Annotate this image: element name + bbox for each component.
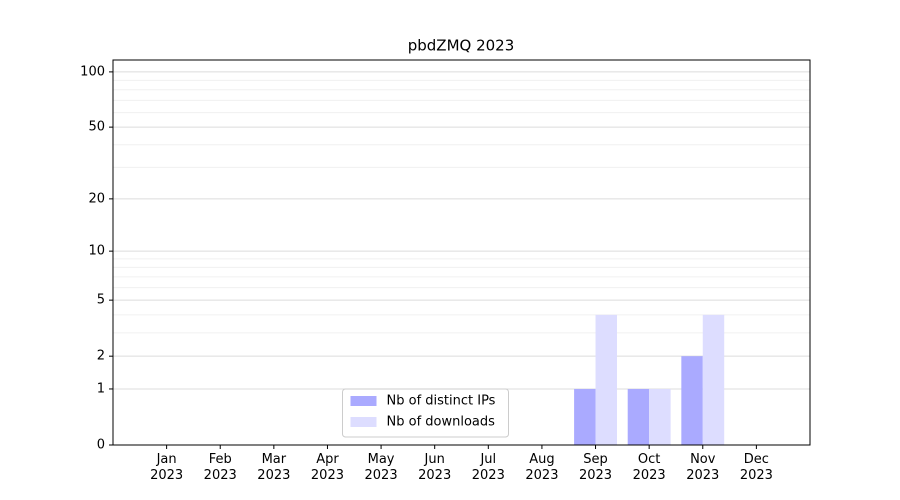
x-tick-label: Jul 2023 — [471, 452, 505, 483]
y-tick-label: 100 — [80, 64, 105, 79]
legend: Nb of distinct IPs Nb of downloads — [342, 388, 509, 438]
y-tick-label: 20 — [88, 191, 105, 206]
bar — [595, 314, 617, 445]
bar — [702, 314, 725, 445]
plot-frame — [112, 59, 811, 446]
x-tick-label: Feb 2023 — [203, 452, 237, 483]
x-tick-label: Jun 2023 — [418, 452, 452, 483]
bar — [649, 388, 671, 445]
legend-box — [342, 388, 509, 438]
x-tick-label: May 2023 — [364, 452, 398, 483]
legend-swatch — [350, 396, 377, 406]
x-tick-label: Nov 2023 — [686, 452, 720, 483]
x-tick-label: Mar 2023 — [257, 452, 291, 483]
x-tick-label: Sep 2023 — [578, 452, 613, 483]
y-tick-label: 50 — [88, 120, 105, 135]
y-tick-label: 1 — [97, 381, 105, 396]
legend-label: Nb of distinct IPs — [387, 394, 496, 409]
bar — [574, 388, 596, 445]
y-tick-label: 10 — [88, 244, 105, 259]
x-tick-label: Apr 2023 — [310, 452, 344, 483]
y-tick-label: 5 — [97, 293, 105, 308]
legend-swatch — [350, 417, 377, 427]
x-tick-label: Oct 2023 — [632, 452, 666, 483]
x-tick-label: Aug 2023 — [525, 452, 559, 483]
y-tick-label: 0 — [97, 438, 105, 453]
legend-label: Nb of downloads — [387, 415, 496, 430]
y-tick-label: 2 — [97, 349, 105, 364]
bar — [627, 388, 650, 445]
x-tick-label: Jan 2023 — [150, 452, 184, 483]
x-tick-label: Dec 2023 — [739, 452, 773, 483]
bar — [681, 356, 703, 445]
chart-title: pbdZMQ 2023 — [408, 37, 515, 55]
